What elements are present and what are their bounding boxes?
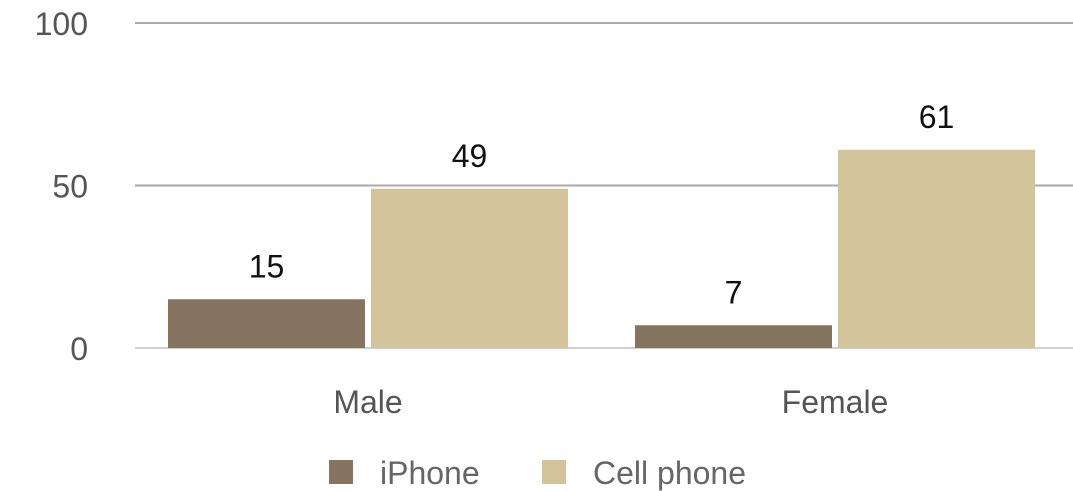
x-axis-categories: Male Female	[333, 384, 888, 420]
bar-cell-phone-female	[838, 149, 1035, 348]
bar-cell-phone-male	[371, 188, 568, 348]
y-axis-ticks: 0 50 100	[35, 6, 88, 367]
data-label: 61	[919, 99, 955, 135]
bars	[168, 149, 1035, 348]
x-category-label: Male	[333, 384, 402, 420]
data-label: 15	[249, 248, 285, 284]
data-label: 49	[452, 138, 488, 174]
legend-swatch	[329, 460, 353, 484]
x-category-label: Female	[782, 384, 889, 420]
legend-label: iPhone	[380, 455, 480, 491]
y-tick-label: 100	[35, 6, 88, 42]
legend-swatch	[542, 460, 566, 484]
data-label: 7	[725, 274, 743, 310]
value-labels: 15 49 7 61	[249, 99, 955, 311]
legend: iPhone Cell phone	[329, 455, 746, 491]
y-tick-label: 0	[70, 331, 88, 367]
bar-iphone-male	[168, 299, 365, 348]
y-tick-label: 50	[52, 169, 88, 205]
legend-label: Cell phone	[593, 455, 746, 491]
bar-iphone-female	[635, 325, 832, 348]
